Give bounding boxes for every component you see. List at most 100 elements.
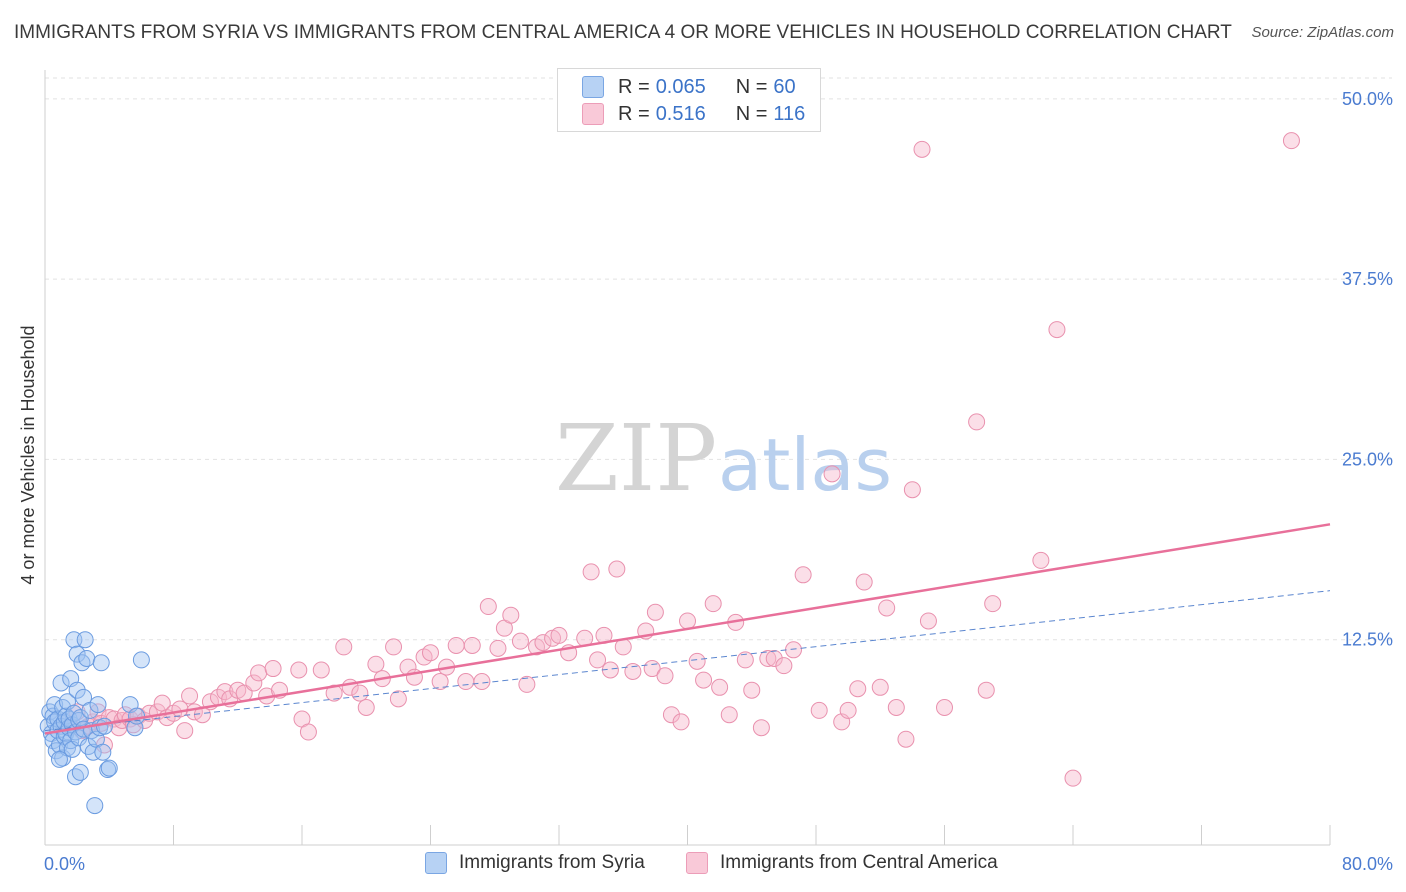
data-point-central-america bbox=[785, 641, 803, 659]
data-point-central-america bbox=[422, 644, 439, 662]
data-point-central-america bbox=[897, 730, 915, 748]
legend: R = 0.065 N = 60 R = 0.516 N = 116 bbox=[557, 68, 821, 132]
data-point-central-america bbox=[765, 649, 783, 667]
data-point-syria bbox=[132, 651, 150, 669]
data-point-syria bbox=[86, 797, 104, 815]
y-axis-title: 4 or more Vehicles in Household bbox=[18, 325, 38, 584]
data-point-central-america bbox=[589, 651, 607, 669]
data-point-central-america bbox=[736, 651, 754, 669]
syria-swatch bbox=[582, 76, 604, 98]
legend-n-label: N = bbox=[735, 102, 768, 125]
chart-title: IMMIGRANTS FROM SYRIA VS IMMIGRANTS FROM… bbox=[14, 22, 1232, 43]
syria-swatch bbox=[425, 852, 447, 874]
legend-row-central: R = 0.516 N = 116 bbox=[582, 102, 805, 126]
data-point-central-america bbox=[759, 649, 777, 667]
data-point-central-america bbox=[385, 638, 403, 656]
data-point-central-america bbox=[977, 681, 995, 699]
data-point-central-america bbox=[1032, 551, 1050, 569]
data-point-syria bbox=[84, 743, 102, 761]
data-point-central-america bbox=[871, 678, 889, 696]
data-point-central-america bbox=[431, 673, 449, 691]
data-point-central-america bbox=[1048, 321, 1066, 339]
data-point-syria bbox=[52, 674, 70, 692]
x-tick-label: 80.0% bbox=[1342, 854, 1393, 874]
data-point-central-america bbox=[250, 664, 268, 682]
data-point-central-america bbox=[550, 626, 568, 644]
data-point-central-america bbox=[473, 673, 491, 691]
source-label: Source: ZipAtlas.com bbox=[1251, 24, 1394, 41]
data-point-central-america bbox=[582, 563, 600, 581]
data-point-syria bbox=[100, 759, 118, 777]
data-point-syria bbox=[89, 696, 107, 714]
data-point-syria bbox=[78, 649, 96, 667]
x-tick-label: 0.0% bbox=[44, 854, 85, 874]
legend-n-label: N = bbox=[735, 75, 768, 98]
data-point-central-america bbox=[887, 699, 905, 716]
data-point-central-america bbox=[176, 722, 194, 740]
data-point-syria bbox=[71, 763, 89, 781]
legend-n-value: 116 bbox=[773, 102, 806, 125]
data-point-central-america bbox=[936, 699, 953, 716]
data-point-central-america bbox=[752, 719, 770, 737]
data-point-central-america bbox=[357, 699, 375, 716]
data-point-central-america bbox=[646, 603, 664, 621]
data-point-central-america bbox=[855, 573, 873, 591]
data-point-central-america bbox=[389, 690, 407, 708]
data-point-syria bbox=[68, 681, 86, 699]
data-point-central-america bbox=[264, 660, 282, 678]
data-point-syria bbox=[95, 717, 113, 735]
data-point-central-america bbox=[672, 713, 690, 731]
data-point-central-america bbox=[823, 465, 841, 483]
legend-r-value: 0.065 bbox=[655, 75, 706, 98]
data-point-central-america bbox=[312, 661, 330, 679]
data-point-central-america bbox=[351, 684, 369, 702]
legend-row-syria: R = 0.065 N = 60 bbox=[582, 75, 796, 99]
data-point-central-america bbox=[1282, 132, 1300, 150]
data-point-central-america bbox=[463, 636, 481, 654]
watermark-zip: ZIP bbox=[555, 405, 717, 512]
data-point-central-america bbox=[913, 140, 931, 158]
bottom-legend-central-label: Immigrants from Central America bbox=[720, 852, 998, 873]
data-point-central-america bbox=[608, 560, 626, 578]
data-point-central-america bbox=[1064, 769, 1082, 787]
trend-line-syria bbox=[44, 590, 1331, 732]
data-point-central-america bbox=[502, 606, 520, 624]
data-point-central-america bbox=[367, 655, 385, 673]
legend-r-label: R = bbox=[618, 75, 650, 98]
data-point-central-america bbox=[839, 701, 857, 719]
data-point-central-america bbox=[984, 595, 1002, 613]
bottom-legend-syria: Immigrants from Syria bbox=[425, 852, 645, 874]
watermark: ZIP atlas bbox=[555, 405, 892, 512]
data-point-syria bbox=[128, 707, 146, 725]
data-point-central-america bbox=[245, 674, 263, 692]
data-point-central-america bbox=[534, 634, 552, 652]
data-point-central-america bbox=[968, 413, 986, 431]
central-swatch bbox=[582, 103, 604, 125]
data-point-central-america bbox=[695, 671, 713, 689]
data-point-central-america bbox=[624, 662, 642, 680]
data-point-syria bbox=[70, 729, 88, 747]
trend-lines bbox=[44, 523, 1331, 735]
data-point-central-america bbox=[511, 632, 529, 650]
data-point-syria bbox=[92, 654, 110, 672]
y-tick-label: 25.0% bbox=[1342, 449, 1393, 469]
data-point-syria bbox=[68, 645, 86, 663]
data-point-central-america bbox=[518, 675, 536, 693]
grid bbox=[45, 77, 1392, 641]
data-point-central-america bbox=[457, 673, 475, 691]
data-point-central-america bbox=[299, 723, 317, 741]
data-point-central-america bbox=[919, 612, 937, 630]
tick-labels: 12.5% 25.0% 37.5% 50.0% 0.0% 80.0% bbox=[44, 89, 1393, 874]
data-point-central-america bbox=[849, 680, 867, 698]
data-point-central-america bbox=[335, 638, 353, 656]
legend-n-value: 60 bbox=[773, 75, 796, 98]
data-point-central-america bbox=[679, 612, 696, 630]
data-point-central-america bbox=[290, 661, 308, 679]
data-point-central-america bbox=[704, 595, 722, 613]
y-tick-label: 37.5% bbox=[1342, 269, 1393, 289]
data-point-central-america bbox=[181, 687, 199, 705]
data-point-central-america bbox=[711, 678, 729, 696]
data-point-central-america bbox=[688, 652, 706, 670]
data-point-central-america bbox=[489, 639, 507, 657]
